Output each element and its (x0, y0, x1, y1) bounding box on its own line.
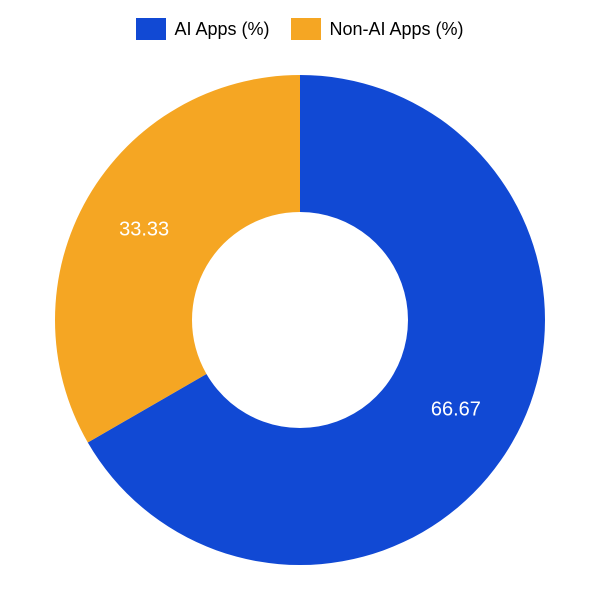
slice-label-1: 33.33 (119, 218, 169, 240)
legend-label-ai: AI Apps (%) (174, 19, 269, 40)
slice-label-0: 66.67 (431, 398, 481, 420)
legend-label-nonai: Non-AI Apps (%) (329, 19, 463, 40)
legend-swatch-nonai (291, 18, 321, 40)
donut-slice-1 (55, 75, 300, 442)
donut-svg: 66.67 33.33 (50, 70, 550, 570)
donut-chart: 66.67 33.33 (50, 70, 550, 570)
legend-item-ai: AI Apps (%) (136, 18, 269, 40)
legend-item-nonai: Non-AI Apps (%) (291, 18, 463, 40)
legend: AI Apps (%) Non-AI Apps (%) (0, 18, 600, 40)
legend-swatch-ai (136, 18, 166, 40)
